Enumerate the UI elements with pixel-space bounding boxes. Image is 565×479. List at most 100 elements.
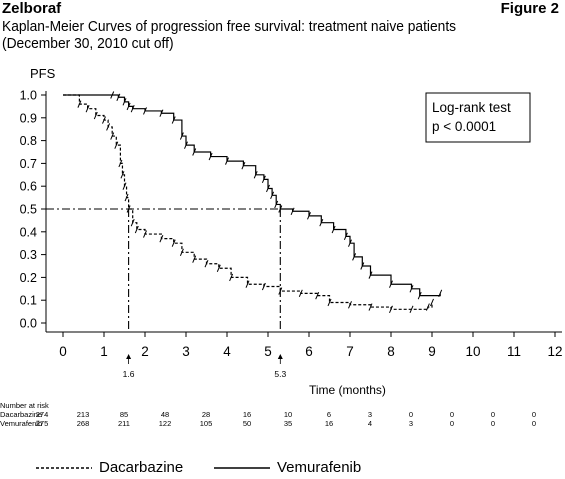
x-tick-label: 9	[428, 344, 436, 359]
median-arrow-head	[277, 354, 283, 359]
x-tick-label: 2	[141, 344, 149, 359]
censor-mark-vemurafenib	[179, 132, 184, 140]
censor-mark-dacarbazine	[114, 141, 119, 149]
x-tick-label: 4	[223, 344, 231, 359]
legend: Dacarbazine Vemurafenib	[0, 458, 565, 478]
y-tick-label: 1.0	[20, 89, 37, 103]
censor-mark-vemurafenib	[270, 191, 275, 200]
x-tick-label: 11	[507, 344, 521, 359]
censor-mark-vemurafenib	[368, 271, 373, 279]
censor-mark-vemurafenib	[438, 289, 443, 298]
risk-value: 3	[409, 419, 413, 428]
x-axis-label: Time (months)	[309, 383, 386, 397]
censor-mark-dacarbazine	[134, 225, 139, 234]
risk-value: 0	[491, 410, 495, 419]
censor-mark-dacarbazine	[389, 305, 393, 314]
risk-row-label: Dacarbazine	[0, 410, 42, 419]
censor-mark-vemurafenib	[159, 109, 164, 117]
censor-mark-vemurafenib	[241, 161, 246, 170]
y-tick-label: 0.8	[20, 134, 37, 148]
logrank-box	[425, 92, 531, 143]
censor-mark-dacarbazine	[278, 287, 283, 295]
legend-swatches	[36, 467, 270, 469]
risk-value: 122	[159, 419, 172, 428]
risk-value: 85	[120, 410, 128, 419]
censor-mark-dacarbazine	[298, 289, 303, 298]
censor-mark-dacarbazine	[143, 230, 147, 238]
risk-value: 48	[161, 410, 169, 419]
median-arrow-head	[126, 354, 132, 359]
censor-mark-vemurafenib	[116, 93, 121, 101]
risk-value: 0	[450, 410, 454, 419]
risk-table-header: Number at risk	[0, 401, 49, 410]
censor-mark-dacarbazine	[77, 100, 82, 108]
risk-value: 211	[118, 419, 130, 428]
censor-mark-vemurafenib	[266, 184, 270, 193]
censor-mark-dacarbazine	[102, 116, 106, 124]
censor-mark-vemurafenib	[389, 280, 393, 288]
x-tick-label: 8	[387, 344, 395, 359]
censor-mark-dacarbazine	[192, 255, 197, 263]
censor-mark-vemurafenib	[261, 175, 266, 184]
x-tick-label: 3	[182, 344, 190, 359]
censor-mark-dacarbazine	[120, 171, 125, 179]
risk-value: 268	[77, 419, 90, 428]
risk-value: 35	[284, 419, 292, 428]
risk-value: 6	[327, 410, 331, 419]
censor-mark-dacarbazine	[204, 260, 209, 268]
legend-label-dacarbazine: Dacarbazine	[99, 459, 184, 476]
censor-mark-dacarbazine	[122, 182, 127, 190]
censor-mark-vemurafenib	[343, 232, 348, 241]
series-line-dacarbazine	[63, 94, 433, 310]
censor-mark-vemurafenib	[348, 239, 352, 247]
censor-mark-vemurafenib	[126, 102, 131, 111]
censor-mark-vemurafenib	[184, 141, 188, 149]
brand-label: Zelboraf	[2, 0, 62, 17]
chart-subtitle: (December 30, 2010 cut off)	[2, 35, 174, 52]
risk-value: 213	[77, 410, 90, 419]
censor-mark-vemurafenib	[290, 207, 295, 215]
censor-mark-dacarbazine	[179, 248, 184, 257]
censor-mark-vemurafenib	[130, 104, 135, 113]
censor-mark-dacarbazine	[126, 205, 131, 213]
censor-mark-dacarbazine	[425, 303, 430, 311]
censor-mark-vemurafenib	[208, 152, 213, 161]
y-tick-label: 0.7	[20, 157, 37, 171]
censor-mark-dacarbazine	[315, 291, 320, 300]
censor-mark-dacarbazine	[124, 193, 129, 202]
risk-value: 105	[200, 419, 213, 428]
censor-mark-vemurafenib	[253, 171, 258, 179]
x-tick-label: 5	[264, 344, 272, 359]
y-tick-label: 0.2	[20, 271, 37, 285]
risk-value: 0	[491, 419, 495, 428]
censor-mark-vemurafenib	[110, 91, 115, 99]
censor-mark-dacarbazine	[368, 303, 373, 311]
x-tick-label: 7	[346, 344, 354, 359]
risk-value: 0	[532, 419, 536, 428]
censor-mark-dacarbazine	[430, 298, 434, 307]
censor-mark-dacarbazine	[327, 298, 332, 307]
chart-title-line: Kaplan-Meier Curves of progression free …	[2, 18, 457, 35]
y-tick-label: 0.9	[20, 111, 37, 125]
censor-mark-vemurafenib	[225, 157, 229, 165]
y-tick-label: 0.4	[20, 225, 37, 239]
risk-value: 0	[409, 410, 413, 419]
censor-mark-dacarbazine	[261, 282, 266, 291]
censor-mark-dacarbazine	[93, 111, 98, 120]
x-tick-label: 6	[305, 344, 313, 359]
censor-mark-vemurafenib	[319, 218, 324, 227]
censor-mark-dacarbazine	[245, 280, 250, 288]
censor-mark-dacarbazine	[110, 132, 115, 140]
censor-mark-vemurafenib	[307, 212, 311, 220]
censor-mark-vemurafenib	[274, 200, 279, 209]
risk-value: 16	[243, 410, 251, 419]
x-tick-label: 12	[547, 344, 562, 359]
censor-mark-vemurafenib	[192, 148, 197, 156]
series-line-vemurafenib	[63, 94, 441, 297]
risk-value: 16	[325, 419, 333, 428]
risk-value: 274	[36, 410, 49, 419]
risk-value: 0	[532, 410, 536, 419]
risk-value: 50	[243, 419, 251, 428]
censor-mark-dacarbazine	[85, 104, 90, 113]
